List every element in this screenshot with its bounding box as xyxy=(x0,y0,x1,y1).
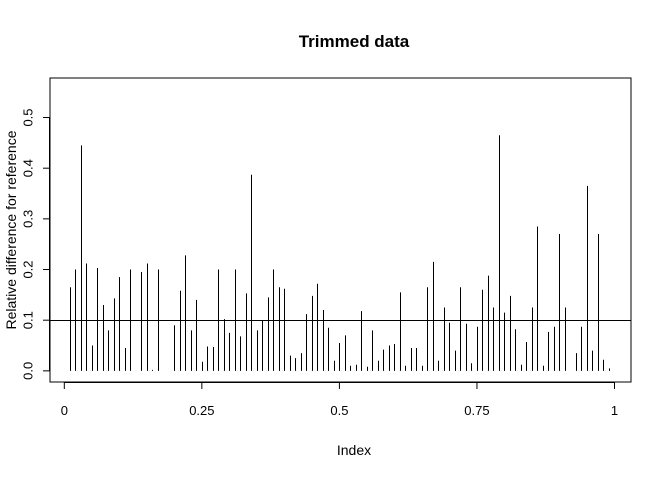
y-axis-label: Relative difference for reference xyxy=(3,130,19,329)
y-tick-label: 0.5 xyxy=(21,108,36,126)
chart-title: Trimmed data xyxy=(299,32,410,51)
y-axis: 0.0 0.1 0.2 0.3 0.4 0.5 xyxy=(21,108,50,380)
plot-frame xyxy=(49,77,632,383)
bar-group xyxy=(70,135,610,371)
x-tick-label: 0.5 xyxy=(330,403,348,418)
x-tick-label: 0.25 xyxy=(189,403,214,418)
x-axis-label: Index xyxy=(337,442,371,458)
x-tick-label: 0.75 xyxy=(464,403,489,418)
x-axis: 0 0.25 0.5 0.75 1 xyxy=(61,382,618,418)
x-tick-label: 0 xyxy=(61,403,68,418)
y-tick-label: 0.3 xyxy=(21,210,36,228)
y-tick-label: 0.0 xyxy=(21,362,36,380)
y-tick-label: 0.1 xyxy=(21,311,36,329)
y-tick-label: 0.2 xyxy=(21,260,36,278)
x-tick-label: 1 xyxy=(611,403,618,418)
y-tick-label: 0.4 xyxy=(21,159,36,177)
